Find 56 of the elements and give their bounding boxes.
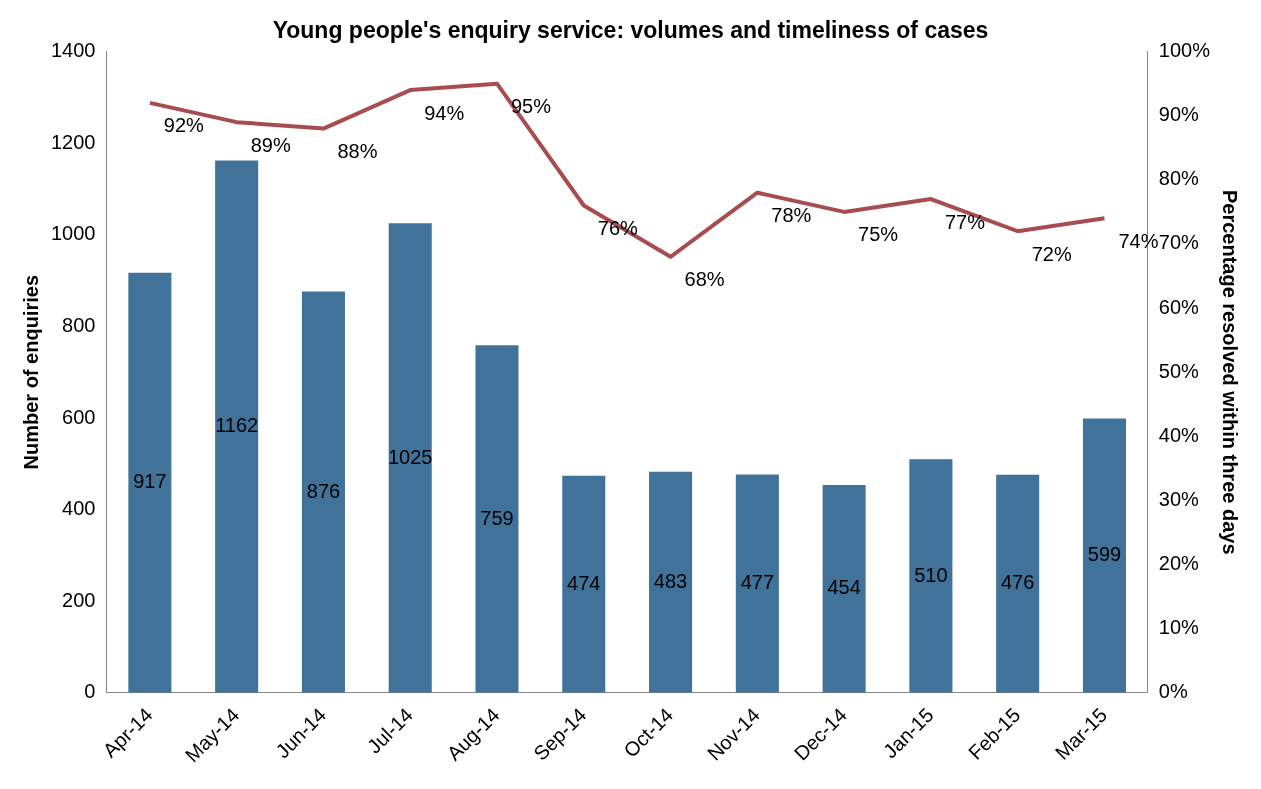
- bar: [996, 474, 1040, 693]
- data-label: 78%: [771, 204, 812, 227]
- data-label: 88%: [337, 140, 378, 163]
- data-label: 1025: [387, 445, 433, 468]
- bar: [475, 345, 519, 693]
- y-tick-label: 0: [84, 680, 96, 703]
- data-label: 476: [1000, 571, 1035, 594]
- y2-tick-label: 100%: [1158, 39, 1211, 62]
- bar: [128, 272, 172, 693]
- bar: [388, 223, 432, 693]
- y2-tick-label: 70%: [1158, 231, 1200, 254]
- y-tick-label: 800: [62, 313, 96, 336]
- y-tick-label: 200: [62, 588, 96, 611]
- bar: [1082, 418, 1126, 693]
- data-label: 759: [480, 506, 514, 529]
- data-label: 454: [827, 576, 861, 599]
- data-label: 72%: [1031, 242, 1072, 265]
- bar: [301, 291, 345, 693]
- data-label: 94%: [424, 101, 465, 124]
- y2-tick-label: 60%: [1158, 295, 1200, 318]
- data-label: 474: [567, 571, 601, 594]
- y2-tick-label: 30%: [1158, 488, 1200, 511]
- data-label: 74%: [1118, 229, 1159, 252]
- data-label: 917: [133, 470, 167, 493]
- bar: [562, 475, 606, 693]
- y2-tick-label: 80%: [1158, 167, 1200, 190]
- data-label: 1162: [215, 414, 259, 437]
- y2-tick-label: 50%: [1158, 359, 1200, 382]
- data-label: 75%: [858, 223, 899, 246]
- y2-axis-title: Percentage resolved within three days: [1219, 189, 1242, 555]
- bar: [735, 474, 779, 693]
- y2-tick-label: 10%: [1158, 616, 1200, 639]
- y2-tick-label: 20%: [1158, 552, 1200, 575]
- data-label: 68%: [684, 268, 725, 291]
- data-label: 89%: [250, 133, 291, 156]
- bar: [649, 471, 693, 693]
- bar: [909, 459, 953, 693]
- bar: [215, 160, 259, 693]
- data-label: 77%: [944, 210, 986, 233]
- data-label: 92%: [163, 114, 205, 137]
- chart-title: Young people's enquiry service: volumes and timeliness of cases: [272, 17, 989, 44]
- y-tick-label: 400: [62, 497, 96, 520]
- y-tick-label: 1000: [50, 222, 96, 245]
- data-label: 876: [306, 479, 341, 502]
- y2-tick-label: 0%: [1158, 680, 1188, 703]
- y2-tick-label: 40%: [1158, 423, 1200, 446]
- data-label: 510: [914, 563, 948, 586]
- y-tick-label: 600: [62, 405, 96, 428]
- data-label: 483: [653, 569, 688, 592]
- bar: [822, 484, 866, 693]
- y2-tick-label: 90%: [1158, 103, 1200, 126]
- y-tick-label: 1400: [50, 39, 96, 62]
- data-label: 477: [740, 571, 775, 594]
- y-tick-label: 1200: [50, 130, 96, 153]
- data-label: 599: [1087, 543, 1122, 566]
- y-axis-title: Number of enquiries: [19, 274, 42, 470]
